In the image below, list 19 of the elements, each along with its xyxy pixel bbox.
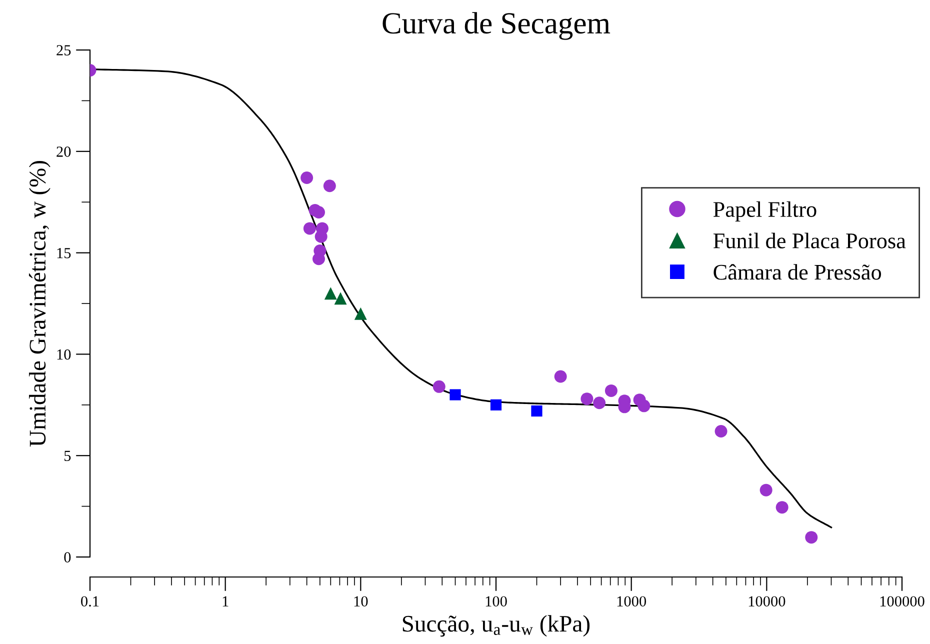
x-tick-label: 100 bbox=[486, 596, 507, 606]
x-tick-label: 1 bbox=[222, 596, 228, 606]
y-tick-label: 15 bbox=[57, 248, 71, 258]
y-tick-label: 0 bbox=[64, 552, 71, 562]
x-tick-label: 10000 bbox=[748, 596, 786, 606]
x-tick-label: 100000 bbox=[880, 596, 924, 606]
legend-label: Funil de Placa Porosa bbox=[713, 232, 906, 248]
x-tick-label: 1000 bbox=[617, 596, 646, 606]
x-tick-label: 10 bbox=[354, 596, 368, 606]
legend-label: Papel Filtro bbox=[713, 201, 816, 222]
legend-label: Câmara de Pressão bbox=[714, 264, 882, 280]
y-axis-title: Umidade Gravimétrica, w (%) bbox=[28, 160, 50, 447]
x-tick-label: 0.1 bbox=[81, 596, 99, 607]
y-tick-label: 20 bbox=[56, 146, 71, 157]
y-tick-label: 25 bbox=[56, 45, 71, 56]
y-tick-label: 5 bbox=[64, 450, 71, 462]
x-axis-title: Sucção, u$_{a}$-u$_{w}$ (kPa) bbox=[402, 615, 590, 637]
chart-title: Curva de Secagem bbox=[382, 12, 610, 40]
y-tick-label: 10 bbox=[57, 349, 71, 360]
